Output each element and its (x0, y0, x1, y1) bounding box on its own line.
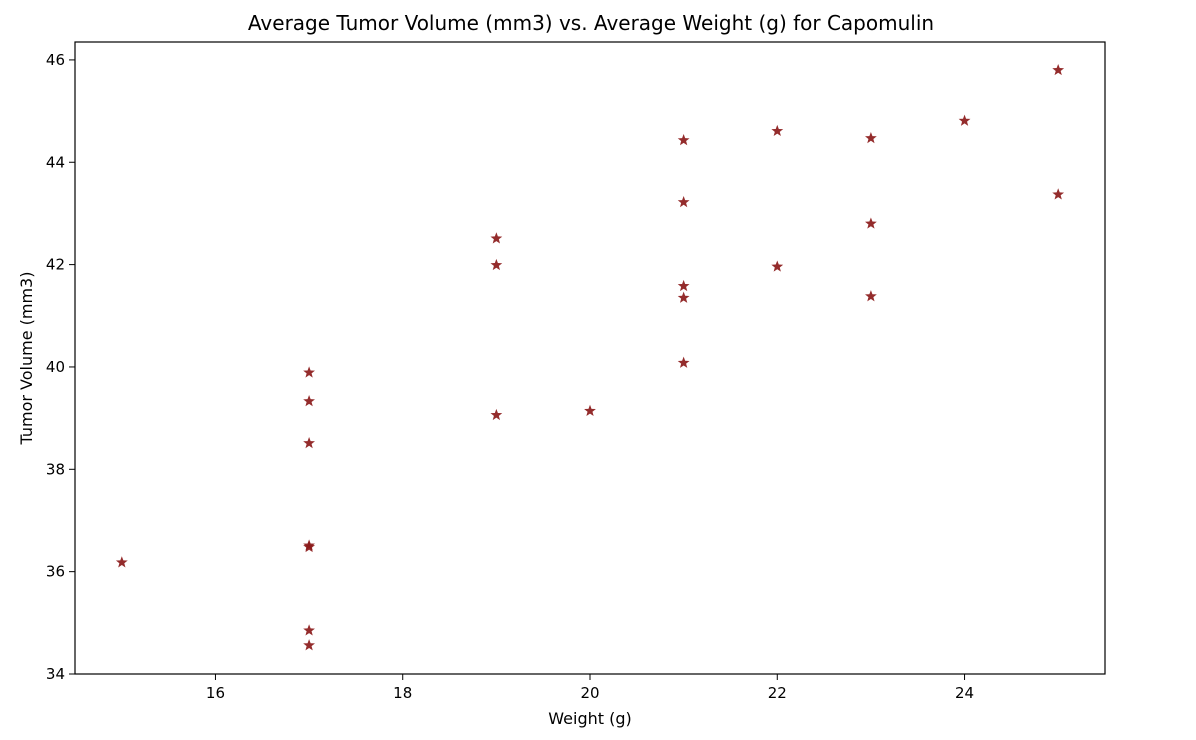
scatter-point (303, 540, 315, 553)
x-tick-label: 24 (955, 684, 974, 702)
scatter-points (115, 63, 1065, 651)
scatter-point (303, 395, 315, 407)
y-axis-label: Tumor Volume (mm3) (17, 272, 36, 446)
y-tick-label: 36 (46, 563, 65, 581)
scatter-point (771, 124, 784, 137)
scatter-point (677, 134, 690, 146)
scatter-point (677, 291, 690, 303)
scatter-point (303, 366, 315, 378)
scatter-point (865, 132, 877, 144)
plot-area-frame (74, 41, 1106, 675)
scatter-point (303, 437, 315, 449)
scatter-point (771, 260, 784, 272)
scatter-point (490, 408, 503, 421)
x-tick-label: 16 (206, 684, 225, 702)
x-tick-label: 18 (393, 684, 412, 702)
scatter-point (1052, 63, 1065, 76)
scatter-point (584, 404, 596, 416)
scatter-point (677, 195, 690, 208)
scatter-point (677, 279, 690, 292)
x-axis-ticks: 16 18 20 22 24 (206, 674, 974, 702)
x-tick-label: 22 (768, 684, 787, 702)
scatter-point (1052, 188, 1065, 200)
y-tick-label: 38 (46, 460, 65, 478)
scatter-point (865, 290, 877, 302)
scatter-point (490, 232, 503, 244)
y-axis-ticks: 34 36 38 40 42 44 46 (46, 51, 75, 683)
y-tick-label: 40 (46, 358, 65, 376)
y-tick-label: 44 (46, 153, 65, 171)
chart-title: Average Tumor Volume (mm3) vs. Average W… (248, 11, 934, 35)
y-tick-label: 34 (46, 665, 65, 683)
scatter-point (865, 217, 877, 229)
scatter-point (490, 258, 503, 271)
x-axis-label: Weight (g) (548, 709, 631, 728)
scatter-point (115, 556, 128, 568)
scatter-point (303, 639, 315, 651)
scatter-point (677, 356, 690, 368)
y-tick-label: 42 (46, 256, 65, 274)
y-tick-label: 46 (46, 51, 65, 69)
scatter-point (303, 624, 315, 636)
x-tick-label: 20 (580, 684, 599, 702)
scatter-point (958, 114, 971, 126)
